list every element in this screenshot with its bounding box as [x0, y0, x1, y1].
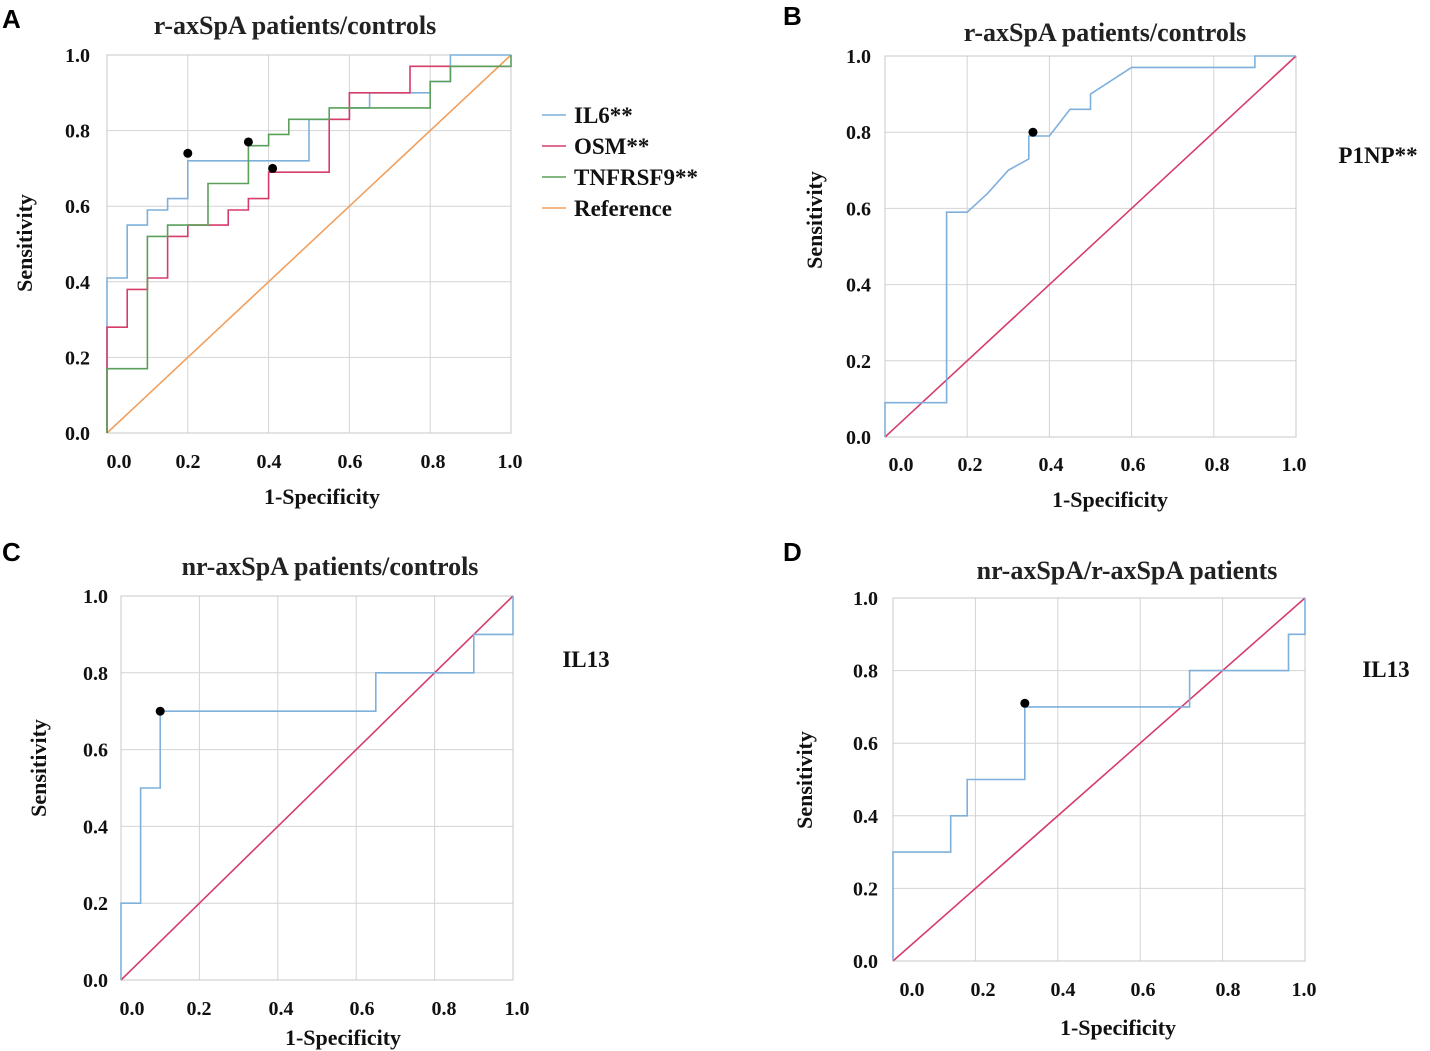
panel-a-xtick: 0.4 — [257, 451, 282, 473]
panel-c-reference-curve — [120, 595, 514, 981]
panel-c-ytick: 0.0 — [83, 970, 108, 992]
panel-d-plot-frame — [892, 597, 1306, 962]
panel-b-xtick: 0.2 — [958, 454, 983, 476]
panel-c-ytick: 0.4 — [83, 816, 108, 838]
panel-b-title: r-axSpA patients/controls — [964, 18, 1246, 47]
panel-c-letter: C — [2, 537, 21, 567]
panel-b-ylabel: Sensitivity — [802, 171, 827, 269]
panel-a-ytick: 0.4 — [65, 272, 90, 294]
panel-d-xtick: 1.0 — [1292, 979, 1317, 1001]
legend-il6-label: IL6** — [574, 103, 633, 128]
panel-d-title: nr-axSpA/r-axSpA patients — [977, 556, 1278, 585]
panel-d-xtick: 0.6 — [1131, 979, 1156, 1001]
panel-b-xlabel: 1-Specificity — [1052, 487, 1168, 512]
panel-b-ytick: 0.4 — [846, 275, 871, 297]
panel-d-xtick: 0.4 — [1051, 979, 1076, 1001]
panel-c-ytick: 0.8 — [83, 663, 108, 685]
panel-b-ytick: 0.0 — [846, 427, 871, 449]
panel-a-ytick: 0.2 — [65, 347, 90, 369]
panel-c-ytick: 0.6 — [83, 740, 108, 762]
panel-c-marker-label: IL13 — [562, 647, 609, 672]
panel-c-ytick: 0.2 — [83, 893, 108, 915]
panel-d-il13-cutoff-point — [1020, 698, 1030, 708]
panel-b-p1np-curve — [884, 55, 1296, 437]
panel-b-letter: B — [783, 1, 802, 31]
panel-b-xtick: 0.8 — [1205, 454, 1230, 476]
panel-c-title: nr-axSpA patients/controls — [182, 552, 479, 581]
panel-c-xlabel: 1-Specificity — [285, 1025, 401, 1050]
panel-a-ytick: 0.8 — [65, 121, 90, 143]
panel-b-xtick: 0.6 — [1121, 454, 1146, 476]
panel-d-xtick: 0.2 — [971, 979, 996, 1001]
panel-c-xtick: 0.4 — [269, 998, 294, 1020]
panel-d-ytick: 0.4 — [853, 806, 878, 828]
panel-d-marker-label: IL13 — [1362, 657, 1409, 682]
panel-d-xtick: 0.0 — [900, 979, 925, 1001]
panel-d-ytick: 0.6 — [853, 733, 878, 755]
panel-a-ytick: 0.6 — [65, 196, 90, 218]
panel-a-tnfrsf9-cutoff-point — [243, 137, 253, 147]
panel-c-xtick: 0.8 — [432, 998, 457, 1020]
panel-b-xtick: 1.0 — [1282, 454, 1307, 476]
panel-a-ytick: 0.0 — [65, 423, 90, 445]
panel-b-xtick: 0.0 — [889, 454, 914, 476]
panel-b-plot-frame — [884, 55, 1297, 438]
panel-a-osm-curve — [106, 65, 511, 433]
panel-a-xtick: 0.2 — [176, 451, 201, 473]
panel-a-plot-frame — [106, 54, 512, 434]
panel-b-ytick: 0.6 — [846, 198, 871, 220]
legend-tnfrsf9-label: TNFRSF9** — [574, 165, 698, 190]
panel-c-ytick: 1.0 — [83, 586, 108, 608]
panel-a-title: r-axSpA patients/controls — [154, 11, 436, 40]
panel-c-il13-curve — [120, 596, 514, 980]
panel-c-xtick: 1.0 — [505, 998, 530, 1020]
panel-a-il6-cutoff-point — [183, 148, 193, 158]
panel-c-il13-cutoff-point — [155, 706, 165, 716]
panel-a-xtick: 0.8 — [421, 451, 446, 473]
panel-a-osm-cutoff-point — [268, 163, 278, 173]
panel-d-reference-curve — [892, 597, 1306, 962]
panel-a-xtick: 0.6 — [338, 451, 363, 473]
panel-c-xtick: 0.2 — [187, 998, 212, 1020]
panel-d-letter: D — [783, 537, 802, 567]
panel-a-xlabel: 1-Specificity — [264, 484, 380, 509]
legend-osm-label: OSM** — [574, 134, 649, 159]
panel-d-xlabel: 1-Specificity — [1060, 1015, 1176, 1040]
panel-d-ytick: 0.0 — [853, 951, 878, 973]
panel-b-marker-label: P1NP** — [1338, 143, 1417, 168]
panel-d-ytick: 0.8 — [853, 661, 878, 683]
panel-a-letter: A — [2, 4, 21, 34]
panel-d-xtick: 0.8 — [1216, 979, 1241, 1001]
panel-a-xtick: 1.0 — [498, 451, 523, 473]
panel-b-xtick: 0.4 — [1039, 454, 1064, 476]
panel-c-ylabel: Sensitivity — [26, 719, 51, 817]
panel-b-ytick: 0.8 — [846, 122, 871, 144]
panel-c-xtick: 0.6 — [350, 998, 375, 1020]
panel-c-plot-frame — [120, 595, 514, 981]
panel-b-reference-curve — [884, 55, 1297, 438]
panel-a-ytick: 1.0 — [65, 45, 90, 67]
panel-a-reference-curve — [106, 54, 512, 434]
panel-d-ylabel: Sensitivity — [792, 731, 817, 829]
panel-a-ylabel: Sensitivity — [12, 194, 37, 292]
panel-a-xtick: 0.0 — [107, 451, 132, 473]
panel-d-il13-curve — [892, 598, 1306, 961]
panel-b-ytick: 1.0 — [846, 46, 871, 68]
panel-d-ytick: 0.2 — [853, 878, 878, 900]
legend-reference-label: Reference — [574, 196, 672, 221]
panel-d-ytick: 1.0 — [853, 588, 878, 610]
panel-c-xtick: 0.0 — [120, 998, 145, 1020]
panel-b-ytick: 0.2 — [846, 351, 871, 373]
panel-a-tnfrsf9-curve — [106, 55, 512, 433]
panel-b-p1np-cutoff-point — [1028, 127, 1038, 137]
